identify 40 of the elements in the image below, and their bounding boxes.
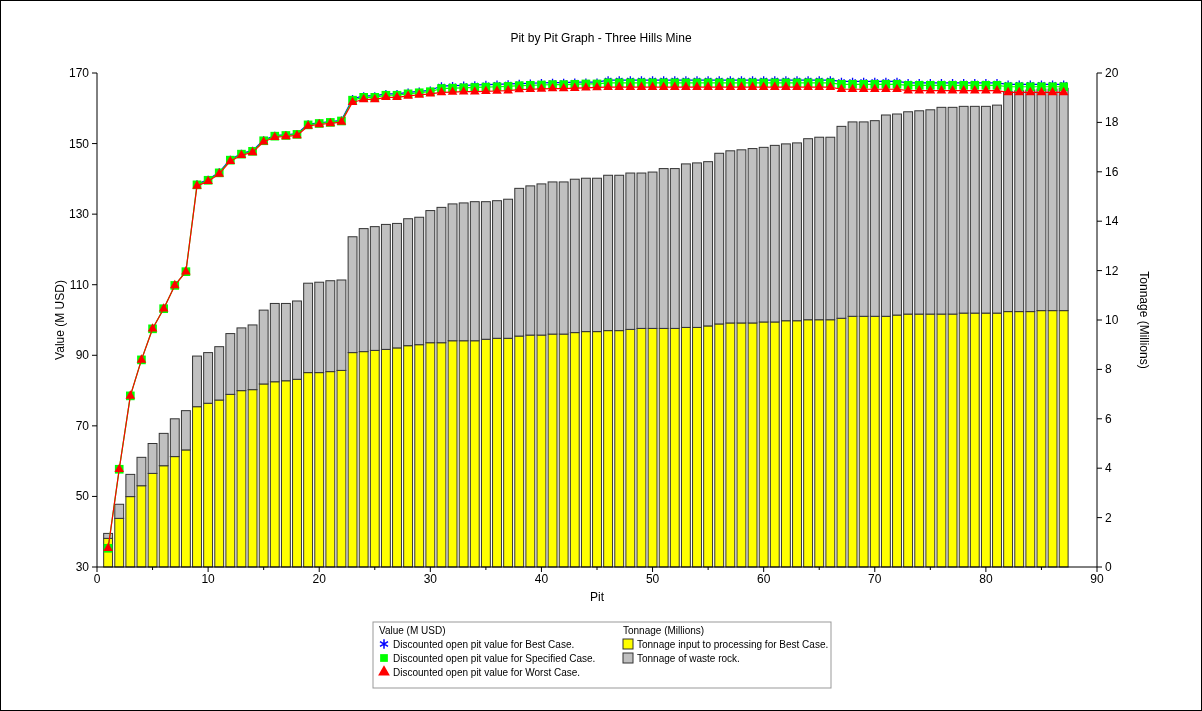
legend-label: Discounted open pit value for Specified Case.	[393, 653, 596, 664]
y2-tick-label: 20	[1105, 66, 1119, 80]
y-tick-label: 170	[68, 66, 90, 80]
y-axis-title: Value (M USD)	[53, 280, 67, 360]
x-tick-label: 40	[534, 572, 549, 586]
y2-tick-label: 8	[1105, 362, 1112, 377]
legend-label: Tonnage input to processing for Best Case.	[637, 639, 829, 650]
y2-tick-label: 12	[1105, 263, 1119, 278]
chart-title: Pit by Pit Graph - Three Hills Mine	[510, 31, 692, 45]
y-tick-label: 90	[75, 348, 90, 363]
x-tick-label: 20	[312, 572, 327, 586]
y-tick-label: 110	[69, 277, 90, 292]
x-tick-label: 70	[868, 572, 882, 586]
y-tick-label: 130	[68, 207, 90, 222]
x-tick-label: 80	[979, 572, 993, 586]
y2-tick-label: 2	[1105, 510, 1112, 525]
x-tick-label: 30	[423, 572, 438, 586]
legend-label: Tonnage of waste rock.	[637, 653, 740, 664]
x-tick-label: 10	[201, 572, 216, 586]
legend-label: Discounted open pit value for Worst Case.	[393, 667, 581, 678]
y-tick-label: 150	[68, 136, 90, 151]
y2-tick-label: 10	[1105, 313, 1119, 327]
x-axis-title: Pit	[589, 590, 605, 604]
y-tick-label: 70	[75, 418, 90, 433]
y2-tick-label: 0	[1105, 560, 1112, 574]
y2-tick-label: 4	[1105, 461, 1112, 476]
text: Value (M USD)	[379, 625, 446, 636]
x-tick-label: 50	[645, 572, 660, 586]
y2-tick-label: 16	[1105, 164, 1119, 179]
x-tick-label: 0	[93, 572, 101, 586]
y2-tick-label: 18	[1105, 115, 1119, 130]
y2-axis-title: Tonnage (Millions)	[1137, 271, 1151, 369]
text: Tonnage (Millions)	[623, 625, 705, 636]
legend-label: Discounted open pit value for Best Case.	[393, 639, 575, 650]
y2-tick-label: 14	[1105, 214, 1119, 229]
x-tick-label: 90	[1090, 572, 1104, 586]
x-tick-label: 60	[756, 572, 771, 586]
y-tick-label: 30	[75, 560, 90, 574]
y-tick-label: 50	[75, 489, 90, 504]
y2-tick-label: 6	[1105, 411, 1112, 426]
